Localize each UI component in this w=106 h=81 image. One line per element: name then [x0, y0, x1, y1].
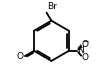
Text: +: +: [76, 43, 83, 52]
Text: N: N: [77, 46, 84, 55]
Text: −: −: [82, 37, 88, 46]
Text: O: O: [16, 52, 23, 61]
Text: O: O: [82, 53, 89, 62]
Text: Br: Br: [47, 2, 57, 11]
Text: O: O: [82, 40, 89, 49]
